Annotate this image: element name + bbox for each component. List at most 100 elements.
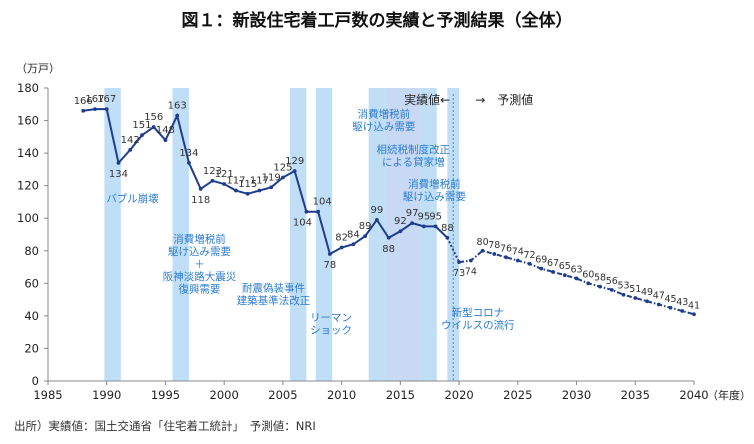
data-label-2004: 119 bbox=[262, 172, 281, 183]
forecast-label: → 予測値 bbox=[475, 92, 533, 107]
data-label-2028: 67 bbox=[547, 258, 559, 269]
data-label-2024: 76 bbox=[500, 243, 512, 254]
data-label-1991: 134 bbox=[109, 169, 128, 180]
data-label-1996: 163 bbox=[168, 101, 187, 112]
actual-point-1988 bbox=[81, 108, 86, 113]
chart-title: 図１：新設住宅着工戸数の実績と予測結果（全体） bbox=[181, 11, 573, 31]
data-label-2036: 49 bbox=[641, 287, 653, 298]
data-label-1988: 166 bbox=[74, 96, 93, 107]
x-unit-label: （年度） bbox=[707, 388, 751, 402]
forecast-point-2023 bbox=[492, 252, 497, 256]
data-label-2008: 104 bbox=[313, 197, 332, 208]
actual-point-2000 bbox=[222, 182, 227, 186]
data-label-2002: 115 bbox=[238, 179, 257, 190]
data-label-2010: 82 bbox=[335, 233, 348, 244]
actual-point-1993 bbox=[140, 133, 144, 138]
actual-point-2012 bbox=[363, 234, 368, 239]
forecast-point-2038 bbox=[668, 305, 673, 310]
actual-point-2002 bbox=[245, 191, 250, 196]
data-label-2013: 99 bbox=[371, 205, 384, 216]
annotation-7-line-1: ウイルスの流行 bbox=[441, 318, 515, 331]
shaded-band-4 bbox=[368, 88, 386, 381]
data-label-1992: 142 bbox=[121, 135, 140, 146]
x-tick-label-2000: 2000 bbox=[210, 388, 239, 402]
data-label-2005: 125 bbox=[273, 163, 292, 174]
annotation-0-line-0: バブル崩壊 bbox=[106, 192, 159, 205]
actual-point-1989 bbox=[93, 107, 97, 112]
data-label-2031: 60 bbox=[582, 269, 594, 280]
data-label-1999: 123 bbox=[203, 166, 222, 177]
data-label-2007: 104 bbox=[293, 218, 312, 229]
data-label-2009: 78 bbox=[324, 260, 337, 271]
data-label-2015: 92 bbox=[394, 216, 407, 227]
forecast-point-2040 bbox=[692, 312, 696, 317]
data-label-2023: 78 bbox=[488, 240, 500, 251]
forecast-point-2031 bbox=[586, 281, 591, 286]
annotation-1-line-4: 復興需要 bbox=[179, 283, 221, 296]
data-label-2039: 43 bbox=[676, 297, 688, 308]
annotation-2-line-1: 建築基準法改正 bbox=[237, 294, 311, 307]
annotation-4-line-0: 消費増税前 bbox=[358, 107, 411, 120]
actual-point-2003 bbox=[257, 188, 262, 193]
data-label-2025: 74 bbox=[512, 247, 524, 258]
data-label-2021: 74 bbox=[465, 267, 477, 278]
annotation-1-line-2: ＋ bbox=[194, 259, 205, 271]
forecast-point-2033 bbox=[609, 287, 614, 292]
forecast-point-2036 bbox=[645, 299, 649, 304]
data-label-2019: 88 bbox=[441, 223, 454, 234]
actual-point-1998 bbox=[198, 187, 203, 191]
actual-point-1994 bbox=[151, 125, 156, 129]
y-tick-label-140: 140 bbox=[17, 146, 39, 160]
y-unit-label: （万戸） bbox=[16, 62, 60, 75]
forecast-point-2025 bbox=[515, 258, 520, 263]
actual-point-2008 bbox=[316, 209, 321, 214]
x-tick-label-2040: 2040 bbox=[679, 388, 708, 402]
x-tick-label-1995: 1995 bbox=[151, 388, 180, 402]
actual-point-2001 bbox=[234, 188, 238, 193]
y-tick-label-40: 40 bbox=[24, 309, 39, 323]
actual-point-1991 bbox=[116, 160, 121, 165]
actual-point-1999 bbox=[210, 178, 215, 183]
actual-point-2016 bbox=[410, 221, 415, 226]
x-tick-label-2015: 2015 bbox=[386, 388, 415, 402]
shaded-band-5 bbox=[385, 88, 421, 381]
data-label-1989: 167 bbox=[85, 94, 104, 105]
forecast-point-2027 bbox=[539, 266, 544, 271]
annotation-6-line-0: 消費増税前 bbox=[408, 177, 461, 190]
data-label-2006: 129 bbox=[285, 156, 304, 167]
data-label-2033: 56 bbox=[606, 276, 618, 287]
x-tick-label-1985: 1985 bbox=[33, 388, 62, 402]
x-tick-label-2030: 2030 bbox=[562, 388, 591, 402]
x-tick-label-2005: 2005 bbox=[268, 388, 297, 402]
data-label-2011: 84 bbox=[347, 229, 360, 240]
data-label-2001: 117 bbox=[226, 176, 245, 187]
data-label-2035: 51 bbox=[629, 284, 641, 295]
annotation-3-line-1: ショック bbox=[310, 324, 352, 336]
annotation-6-line-1: 駆け込み需要 bbox=[403, 191, 466, 203]
data-label-2012: 89 bbox=[359, 221, 372, 232]
y-tick-label-180: 180 bbox=[17, 81, 39, 95]
actual-point-2015 bbox=[398, 229, 403, 234]
annotation-1-line-0: 消費増税前 bbox=[173, 233, 226, 246]
annotation-7-line-0: 新型コロナ bbox=[452, 306, 505, 319]
actual-point-2013 bbox=[374, 217, 379, 222]
data-label-2034: 53 bbox=[617, 281, 629, 292]
x-tick-label-2010: 2010 bbox=[327, 388, 356, 402]
data-label-2014: 88 bbox=[382, 244, 395, 255]
annotation-1-line-1: 駆け込み需要 bbox=[168, 246, 231, 258]
y-tick-label-100: 100 bbox=[17, 211, 39, 225]
annotation-5-line-0: 相続税制度改正 bbox=[377, 143, 451, 156]
actual-point-1997 bbox=[187, 160, 191, 165]
forecast-point-2029 bbox=[562, 273, 567, 278]
data-label-2037: 47 bbox=[653, 290, 665, 301]
actual-point-2009 bbox=[327, 252, 332, 256]
forecast-point-2022 bbox=[480, 248, 485, 253]
shaded-band-1 bbox=[172, 88, 189, 381]
series-connector-line bbox=[446, 237, 460, 263]
forecast-point-2032 bbox=[598, 284, 602, 289]
annotation-5-line-1: による貸家増 bbox=[382, 156, 445, 169]
y-tick-label-160: 160 bbox=[17, 114, 39, 128]
y-tick-label-120: 120 bbox=[17, 179, 39, 193]
forecast-point-2037 bbox=[656, 302, 661, 307]
